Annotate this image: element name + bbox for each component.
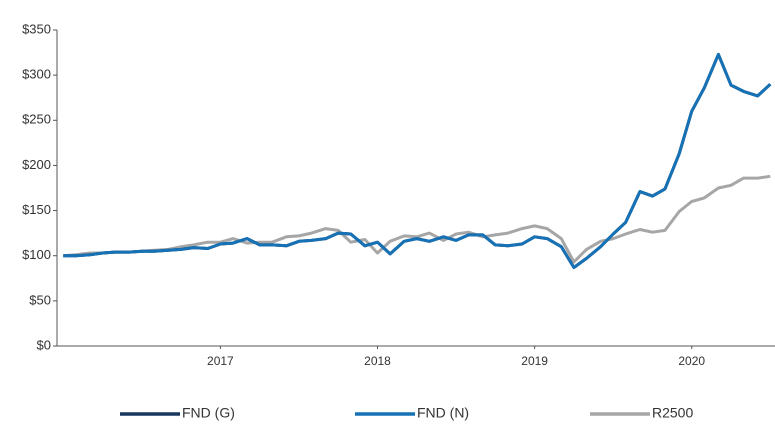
y-tick-label: $150 (22, 202, 51, 217)
series-line (63, 174, 771, 264)
x-tick-label: 2018 (364, 354, 391, 368)
y-tick-label: $250 (22, 112, 51, 127)
y-tick-label: $350 (22, 21, 51, 36)
x-tick-label: 2017 (207, 354, 234, 368)
x-tick-label: 2019 (521, 354, 548, 368)
y-tick-label: $100 (22, 247, 51, 262)
series-line (63, 52, 772, 269)
y-tick-label: $50 (29, 292, 51, 307)
y-tick-label: $0 (37, 337, 51, 352)
legend-label: FND (G) (182, 405, 235, 421)
legend-label: R2500 (652, 405, 693, 421)
legend-label: FND (N) (417, 405, 469, 421)
y-tick-label: $300 (22, 67, 51, 82)
y-tick-label: $200 (22, 157, 51, 172)
x-tick-label: 2020 (678, 354, 705, 368)
